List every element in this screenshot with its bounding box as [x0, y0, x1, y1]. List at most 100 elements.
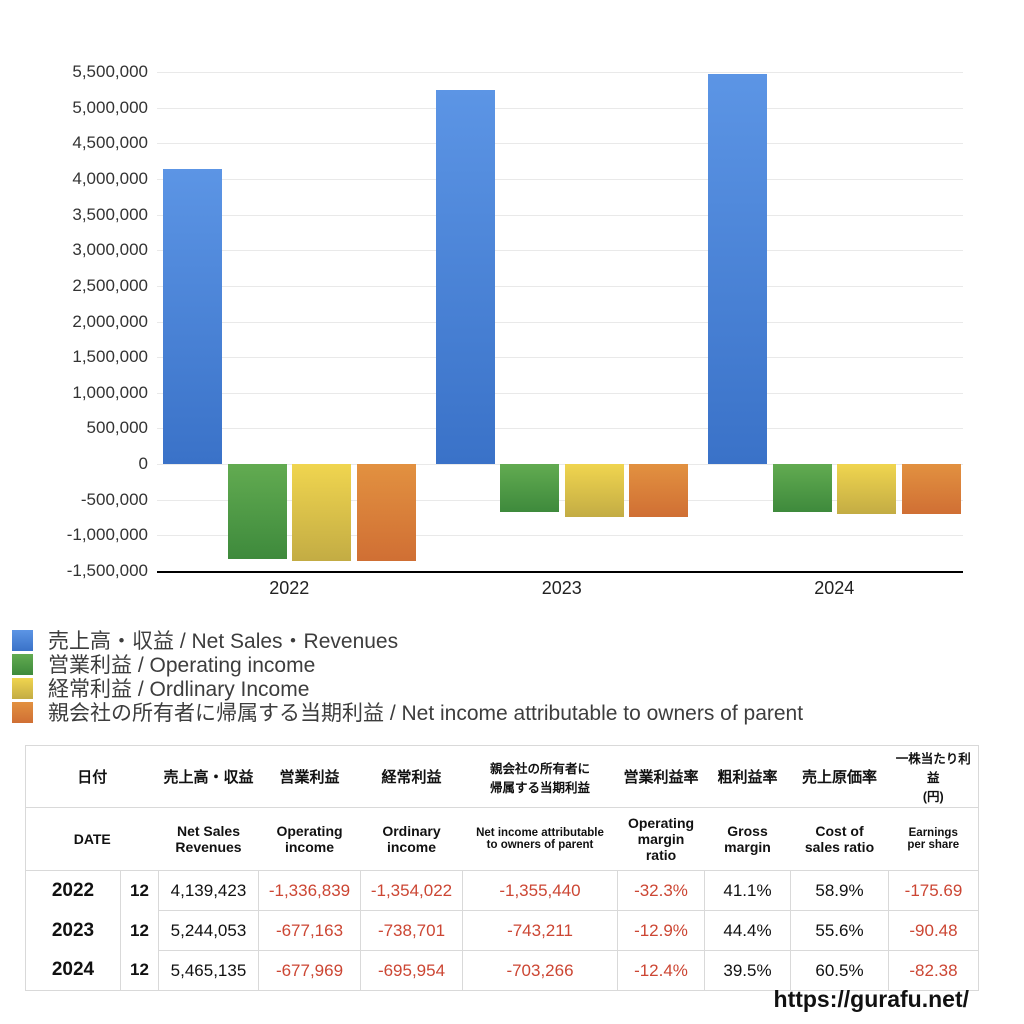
column-header: Gross margin	[704, 807, 791, 871]
y-gridline	[157, 179, 963, 180]
x-axis-category-label: 2023	[541, 578, 582, 598]
legend-label-ordinary-income: 経常利益 / Ordlinary Income	[48, 678, 310, 701]
column-header: DATE	[25, 807, 159, 871]
table-row-2022: 2022 12 4,139,423 -1,336,839 -1,354,022 -1,35…	[26, 870, 979, 911]
y-gridline	[157, 322, 963, 323]
bar-net-income-parent-2022	[356, 464, 416, 561]
y-gridline	[157, 143, 963, 144]
cell-value: 4,139,423	[158, 870, 259, 911]
column-header: Earnings per share	[888, 807, 979, 871]
cell-value: -738,701	[360, 910, 463, 951]
table-header: 日付 売上高・収益 営業利益 経常利益 親会社の所有者に 帰属する当期利益 営業利益率 粗利…	[25, 745, 979, 871]
cell-value: 58.9%	[790, 870, 889, 911]
column-header: Net income attributable to owners of par…	[462, 807, 618, 871]
y-axis-tick-label: 4,000,000	[72, 168, 148, 188]
y-axis-tick-label: 1,500,000	[72, 347, 148, 367]
cell-value: -175.69	[888, 870, 979, 911]
table-row-2023: 2023 12 5,244,053 -677,163 -738,701 -743,211-…	[26, 910, 979, 951]
column-header: Operating margin ratio	[617, 807, 705, 871]
cell-value: -90.48	[888, 910, 979, 951]
cell-year: 2022	[51, 879, 95, 901]
bar-ordinary-income-2022	[292, 464, 351, 561]
column-header: 売上高・収益	[158, 745, 259, 808]
y-gridline	[157, 215, 963, 216]
y-axis-tick-label: -500,000	[80, 489, 148, 509]
column-header: 経常利益	[360, 745, 463, 808]
legend-item-ordinary-income: 経常利益 / Ordlinary Income	[12, 676, 803, 701]
y-gridline	[157, 500, 963, 501]
y-gridline	[157, 464, 963, 465]
bar-net-sales-2023	[435, 90, 495, 465]
x-axis-category-label: 2024	[814, 578, 855, 598]
cell-value: -12.4%	[617, 950, 705, 991]
y-axis-tick-label: 5,000,000	[72, 97, 148, 117]
y-gridline	[157, 286, 963, 287]
chart-legend: 売上高・収益 / Net Sales・Revenues 営業利益 / Operat…	[12, 628, 804, 725]
cell-year: 2024	[51, 959, 95, 981]
x-axis-line	[157, 571, 963, 573]
table-row-2024: 2024 12 5,465,135 -677,969 -695,954 -703,266-…	[26, 950, 979, 991]
column-header: 営業利益	[258, 745, 361, 808]
column-header: Cost of sales ratio	[790, 807, 889, 871]
cell-value: -743,211	[462, 910, 618, 951]
x-axis-category-label: 2022	[269, 578, 310, 598]
cell-month: 12	[120, 950, 159, 991]
legend-swatch-net-sales	[12, 629, 33, 651]
y-gridline	[157, 393, 963, 394]
y-axis-tick-label: -1,500,000	[66, 561, 148, 580]
legend-swatch-net-income-parent	[12, 701, 33, 723]
y-gridline	[157, 535, 963, 536]
bar-chart: 5,500,000 5,000,000 4,500,000 4,000,000 3,50…	[66, 62, 963, 598]
legend-item-operating-income: 営業利益 / Operating income	[12, 652, 803, 677]
cell-value: -1,354,022	[360, 870, 463, 911]
y-gridline	[157, 108, 963, 109]
y-axis-tick-label: 3,500,000	[72, 204, 148, 224]
cell-value: -695,954	[360, 950, 463, 991]
cell-value: 55.6%	[790, 910, 889, 951]
bar-ordinary-income-2023	[564, 464, 624, 517]
cell-value: -12.9%	[617, 910, 705, 951]
legend-label-net-sales: 売上高・収益 / Net Sales・Revenues	[48, 630, 399, 653]
bar-net-income-parent-2023	[629, 464, 688, 518]
bar-operating-income-2023	[500, 464, 559, 513]
legend-label-net-income-parent: 親会社の所有者に帰属する当期利益 / Net income attributab…	[48, 702, 804, 725]
y-axis-tick-label: 3,000,000	[72, 240, 148, 260]
legend-item-net-sales: 売上高・収益 / Net Sales・Revenues	[12, 628, 803, 653]
y-gridline	[157, 357, 963, 358]
cell-value: -677,163	[258, 910, 361, 951]
y-gridline	[157, 428, 963, 429]
y-axis-tick-label: 4,500,000	[72, 133, 148, 153]
legend-swatch-operating-income	[12, 653, 33, 675]
column-header: 売上原価率	[790, 745, 889, 808]
column-header: 営業利益率	[617, 745, 705, 808]
y-axis-tick-label: 500,000	[86, 418, 148, 438]
bar-net-sales-2024	[708, 74, 767, 465]
y-axis-tick-label: 2,000,000	[72, 311, 148, 331]
cell-value: -1,336,839	[258, 870, 361, 911]
y-axis-tick-label: 0	[138, 454, 148, 474]
cell-month: 12	[120, 870, 159, 911]
y-gridline	[157, 72, 963, 73]
cell-value: -677,969	[258, 950, 361, 991]
column-header: Net Sales Revenues	[158, 807, 259, 871]
y-axis-tick-label: 5,500,000	[72, 62, 148, 81]
cell-value: 60.5%	[790, 950, 889, 991]
cell-month: 12	[120, 910, 159, 951]
financial-table: 日付 売上高・収益 営業利益 経常利益 親会社の所有者に 帰属する当期利益 営業利益率 粗利…	[25, 745, 979, 991]
column-header: 粗利益率	[704, 745, 791, 808]
bar-net-sales-2022	[163, 168, 222, 465]
y-gridline	[157, 250, 963, 251]
legend-label-operating-income: 営業利益 / Operating income	[48, 654, 316, 677]
site-url: https://gurafu.net/	[773, 986, 969, 1012]
bar-operating-income-2022	[227, 464, 287, 560]
column-header: 親会社の所有者に 帰属する当期利益	[462, 745, 618, 808]
cell-value: 44.4%	[704, 910, 791, 951]
cell-value: -703,266	[462, 950, 618, 991]
column-header: Ordinary income	[360, 807, 463, 871]
legend-swatch-ordinary-income	[12, 677, 33, 699]
bar-net-income-parent-2024	[901, 464, 961, 515]
table-body: 2022 12 4,139,423 -1,336,839 -1,354,022 -1,35…	[26, 870, 979, 991]
cell-year: 2023	[51, 919, 95, 941]
y-axis-tick-label: 1,000,000	[72, 382, 148, 402]
y-axis-tick-label: -1,000,000	[66, 525, 148, 545]
